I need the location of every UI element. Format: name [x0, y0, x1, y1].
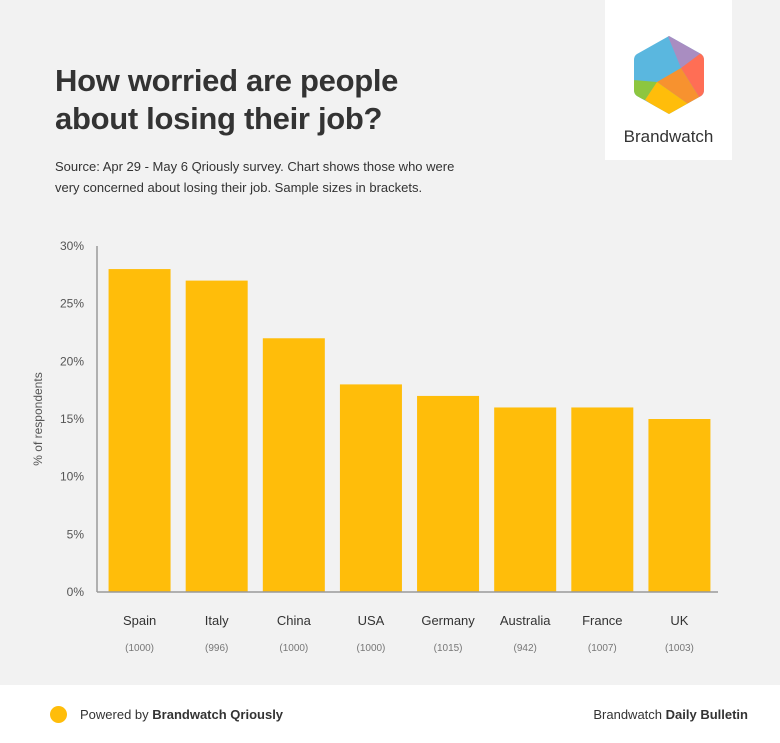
subtitle-line-1: Source: Apr 29 - May 6 Qriously survey. … — [55, 159, 455, 174]
x-tick-label: Australia — [500, 613, 551, 628]
footer: Powered by Brandwatch Qriously Brandwatc… — [0, 685, 780, 743]
sample-size-label: (942) — [514, 643, 537, 654]
x-tick-label: Germany — [421, 613, 475, 628]
chart-title: How worried are people about losing thei… — [55, 62, 398, 138]
powered-by-brand: Brandwatch Qriously — [152, 707, 284, 722]
bar-italy — [185, 280, 248, 592]
title-line-1: How worried are people — [55, 63, 399, 98]
bulletin-prefix: Brandwatch — [593, 707, 663, 722]
bar-china — [262, 338, 325, 592]
sample-size-label: (1000) — [279, 643, 308, 654]
brandwatch-logo-text: Brandwatch — [623, 127, 714, 146]
y-tick-label: 20% — [60, 354, 84, 368]
bar-germany — [417, 395, 480, 592]
daily-bulletin-text: Brandwatch Daily Bulletin — [593, 707, 748, 722]
sample-size-label: (1007) — [588, 643, 617, 654]
y-tick-label: 30% — [60, 239, 84, 253]
sample-size-label: (1000) — [125, 643, 154, 654]
bar-chart: 0% 5% 10% 15% 20% 25% 30% % of respondents Spain… — [31, 239, 718, 654]
bar-australia — [494, 407, 557, 592]
title-line-2: about losing their job? — [55, 101, 383, 136]
powered-by-text: Powered by Brandwatch Qriously — [80, 707, 283, 722]
y-tick-label: 0% — [67, 585, 85, 599]
chart-subtitle: Source: Apr 29 - May 6 Qriously survey. … — [55, 156, 475, 198]
bar-france — [571, 407, 634, 592]
y-tick-label: 25% — [60, 297, 84, 311]
x-tick-label: China — [277, 613, 312, 628]
sample-size-label: (996) — [205, 643, 228, 654]
sample-size-label: (1003) — [665, 643, 694, 654]
bar-spain — [108, 269, 171, 592]
y-tick-label: 5% — [67, 527, 85, 541]
y-tick-label: 10% — [60, 470, 84, 484]
brandwatch-hexagon-logo-icon — [634, 36, 704, 114]
sample-size-label: (1015) — [434, 643, 463, 654]
x-tick-label: Spain — [123, 613, 156, 628]
x-tick-label: USA — [358, 613, 385, 628]
x-tick-label: UK — [670, 613, 688, 628]
x-tick-label: France — [582, 613, 622, 628]
sample-size-label: (1000) — [356, 643, 385, 654]
y-tick-label: 15% — [60, 412, 84, 426]
bulletin-brand: Daily Bulletin — [665, 707, 748, 722]
powered-by-prefix: Powered by — [80, 707, 149, 722]
subtitle-line-2: very concerned about losing their job. S… — [55, 180, 423, 195]
y-axis-label: % of respondents — [31, 372, 45, 465]
bar-usa — [339, 384, 402, 592]
yellow-dot-icon — [50, 706, 67, 723]
x-tick-label: Italy — [205, 613, 229, 628]
bar-uk — [648, 419, 711, 592]
brandwatch-logo: Brandwatch — [605, 0, 732, 160]
